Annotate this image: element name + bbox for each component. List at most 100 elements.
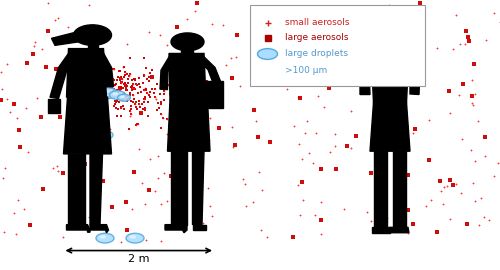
Point [174, 98, 182, 102]
Point [474, 223, 482, 227]
Point [174, 95, 182, 99]
Point [140, 73, 148, 77]
Point [111, 89, 119, 94]
Point [134, 75, 142, 80]
Point [58, 171, 66, 175]
Point [458, 82, 466, 86]
Point [110, 87, 118, 91]
Point [434, 230, 442, 234]
Point [164, 83, 172, 87]
Point [14, 197, 22, 202]
Point [394, 92, 402, 96]
Point [366, 5, 374, 9]
Point [332, 51, 340, 56]
Point [146, 156, 154, 161]
Point [160, 171, 168, 175]
Point [118, 77, 126, 82]
Point [126, 109, 134, 113]
Point [410, 221, 418, 226]
Point [144, 188, 152, 193]
Point [145, 79, 153, 83]
Point [85, 2, 93, 7]
Point [276, 77, 284, 82]
Point [140, 100, 148, 104]
Point [1, 166, 9, 170]
Point [169, 125, 177, 130]
Point [156, 33, 164, 38]
Point [427, 198, 435, 202]
Point [320, 105, 328, 109]
Point [114, 95, 122, 100]
Point [449, 183, 457, 187]
Point [236, 83, 244, 88]
Point [124, 127, 132, 131]
Point [128, 88, 136, 92]
Circle shape [120, 96, 125, 98]
Polygon shape [371, 50, 409, 103]
Point [440, 185, 448, 189]
Point [120, 64, 128, 69]
Point [305, 151, 313, 155]
Point [0, 176, 7, 180]
Point [159, 116, 167, 120]
Point [118, 80, 126, 84]
Point [0, 70, 5, 74]
Point [174, 78, 182, 82]
Point [262, 75, 270, 80]
Point [174, 107, 182, 111]
Polygon shape [205, 81, 222, 108]
Point [135, 102, 143, 107]
Point [208, 214, 216, 218]
Point [108, 77, 116, 81]
Point [136, 105, 144, 110]
Point [102, 117, 110, 122]
Circle shape [97, 131, 113, 139]
Point [174, 107, 182, 112]
Point [117, 80, 125, 85]
Circle shape [383, 26, 397, 34]
Point [168, 86, 176, 90]
Point [471, 159, 479, 163]
Point [314, 93, 322, 98]
Point [123, 42, 131, 46]
Point [79, 146, 87, 150]
Point [326, 150, 334, 154]
Point [116, 76, 124, 80]
Point [132, 102, 140, 106]
Point [190, 133, 198, 137]
Point [208, 22, 216, 26]
Point [64, 76, 72, 80]
Point [122, 88, 130, 92]
Point [342, 144, 350, 148]
Point [162, 77, 170, 82]
Point [109, 89, 117, 93]
Point [154, 154, 162, 158]
Point [444, 89, 452, 93]
Point [256, 35, 264, 39]
Point [0, 98, 6, 102]
Point [256, 228, 264, 232]
Point [174, 193, 182, 198]
Point [127, 85, 135, 90]
Point [104, 109, 112, 113]
Point [362, 82, 370, 86]
Point [156, 112, 164, 116]
Point [259, 13, 267, 17]
Point [114, 98, 122, 102]
Point [167, 86, 175, 91]
Point [32, 95, 40, 100]
Point [404, 51, 412, 55]
Point [452, 182, 460, 186]
Point [126, 114, 134, 119]
Point [116, 85, 124, 90]
Point [229, 145, 237, 149]
Point [148, 68, 156, 72]
Point [59, 234, 67, 239]
Point [123, 94, 131, 98]
Polygon shape [68, 154, 85, 225]
Point [118, 75, 126, 79]
Point [120, 82, 128, 86]
Point [404, 231, 412, 235]
Point [311, 213, 319, 217]
Polygon shape [90, 225, 108, 233]
